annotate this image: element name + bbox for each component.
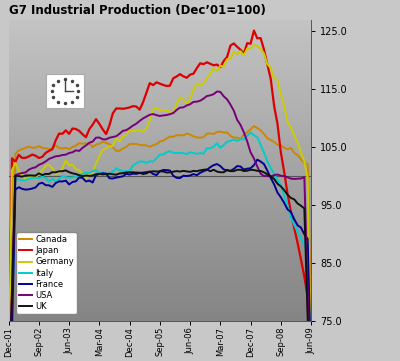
Japan (84, 135, 88, 139)
Canada (305, 162, 310, 166)
Italy (248, 130, 253, 135)
USA (77, 149, 82, 153)
Canada (77, 141, 82, 145)
Japan (6, 359, 11, 361)
Canada (84, 141, 88, 145)
Germany (302, 159, 307, 163)
Italy (305, 254, 310, 258)
Canada (252, 124, 256, 128)
France (77, 175, 82, 180)
France (302, 232, 307, 236)
Line: Germany: Germany (9, 44, 311, 361)
UK (302, 206, 307, 210)
France (84, 179, 88, 184)
UK (77, 173, 82, 177)
Germany (265, 62, 270, 66)
Line: Japan: Japan (9, 31, 311, 361)
France (265, 169, 270, 173)
UK (204, 167, 209, 171)
Text: G7 Industrial Production (Dec’01=100): G7 Industrial Production (Dec’01=100) (9, 4, 266, 17)
Italy (43, 176, 48, 180)
Japan (43, 151, 48, 155)
Canada (265, 136, 270, 140)
Italy (84, 170, 88, 175)
USA (214, 89, 219, 93)
UK (43, 172, 48, 176)
France (43, 183, 48, 187)
USA (305, 291, 310, 295)
Germany (84, 177, 88, 181)
Japan (252, 29, 256, 33)
France (255, 157, 260, 162)
Line: UK: UK (9, 169, 311, 361)
USA (265, 174, 270, 178)
Japan (302, 274, 307, 279)
Germany (305, 177, 310, 182)
Line: Canada: Canada (9, 126, 311, 361)
USA (84, 143, 88, 148)
Italy (77, 175, 82, 180)
Japan (265, 62, 270, 67)
Legend: Canada, Japan, Germany, Italy, France, USA, UK: Canada, Japan, Germany, Italy, France, U… (16, 232, 77, 314)
France (305, 237, 310, 241)
UK (305, 317, 310, 321)
Germany (43, 164, 48, 168)
USA (43, 159, 48, 164)
USA (302, 175, 307, 179)
Germany (77, 168, 82, 173)
Line: USA: USA (9, 91, 311, 361)
Line: Italy: Italy (9, 132, 311, 361)
Japan (305, 295, 310, 299)
Italy (265, 160, 270, 164)
Canada (43, 146, 48, 151)
UK (84, 173, 88, 178)
Germany (252, 42, 256, 47)
Canada (309, 312, 314, 316)
Line: France: France (9, 160, 311, 361)
UK (265, 172, 270, 177)
Italy (302, 242, 307, 247)
Canada (302, 161, 307, 165)
Japan (77, 129, 82, 133)
